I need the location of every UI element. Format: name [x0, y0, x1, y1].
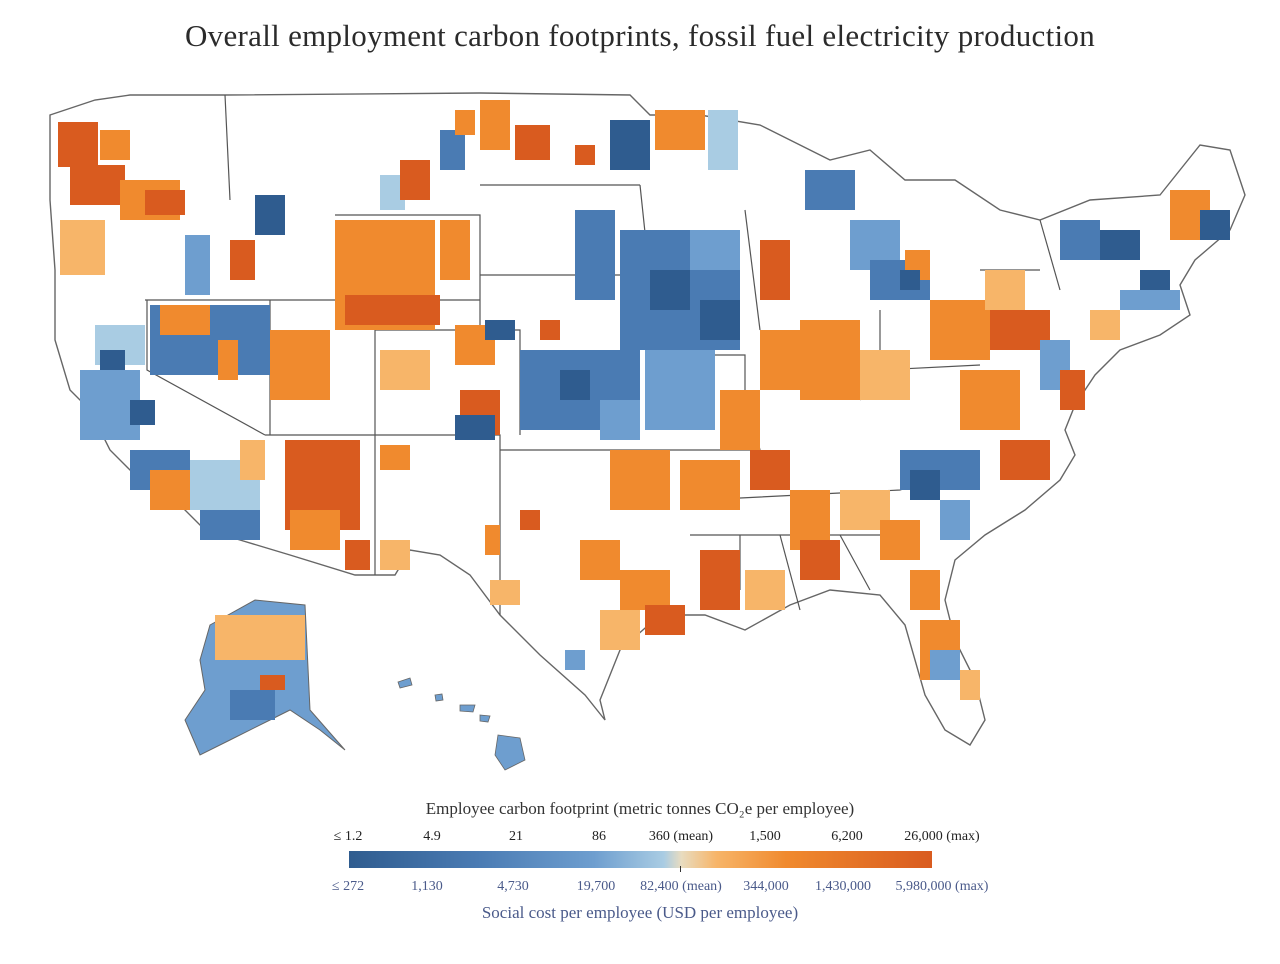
legend-bottom-tick: 1,430,000: [815, 879, 871, 894]
legend-social-cost-title: Social cost per employee (USD per employ…: [481, 903, 799, 922]
legend-top-tick: 360 (mean): [648, 829, 714, 844]
legend-top-tick: ≤ 1.2: [333, 829, 363, 844]
legend-carbon-title: Employee carbon footprint (metric tonnes…: [425, 799, 855, 818]
legend-bottom-tick: 19,700: [576, 879, 616, 894]
legend-colorbar: [349, 851, 932, 868]
legend-bottom-tick: 82,400 (mean): [640, 879, 722, 894]
legend-top-tick: 21: [509, 829, 523, 844]
county-fills: [58, 100, 595, 570]
legend-top-tick: 4.9: [423, 829, 441, 844]
legend-bottom-tick: 344,000: [743, 879, 789, 894]
county-fills-central: [520, 110, 1230, 490]
legend-top-tick: 6,200: [831, 829, 863, 844]
us-county-choropleth-map: [49, 92, 1246, 771]
legend-top-tick: 1,500: [749, 829, 781, 844]
legend-bottom-tick: 1,130: [411, 879, 443, 894]
legend-top-tick: 86: [592, 829, 606, 844]
legend-bottom-tick: ≤ 272: [331, 879, 365, 894]
county-fills-south: [380, 450, 980, 700]
legend-mean-marker: [680, 866, 681, 872]
hawaii: [397, 677, 526, 771]
legend-bottom-tick: 4,730: [497, 879, 529, 894]
map-title: Overall employment carbon footprints, fo…: [184, 18, 1096, 53]
alaska: [184, 599, 346, 756]
legend-bottom-tick: 5,980,000 (max): [895, 879, 989, 894]
legend-top-tick: 26,000 (max): [904, 829, 980, 844]
